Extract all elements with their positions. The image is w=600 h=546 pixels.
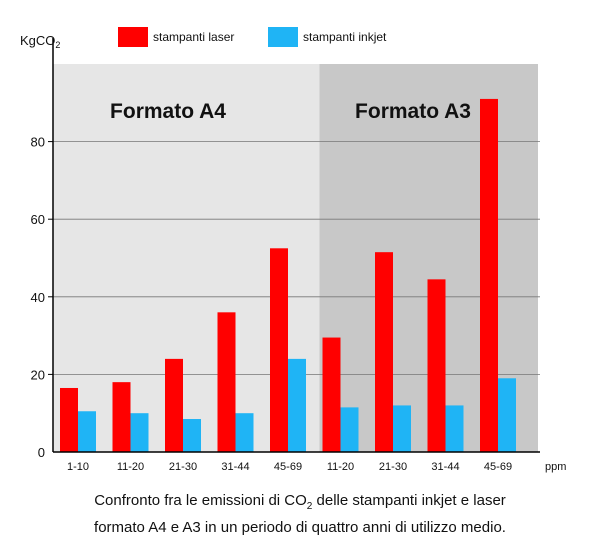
caption-line-1-end: delle stampanti inkjet e laser [312, 492, 506, 509]
x-tick-label-2: 11-20 [117, 461, 144, 473]
bar-inkjet-4 [235, 413, 254, 452]
bar-inkjet-2 [130, 413, 149, 452]
bars [60, 98, 516, 453]
bar-inkjet-3 [183, 419, 201, 452]
chart-caption: Confronto fra le emissioni di CO2 delle … [0, 490, 600, 538]
bar-laser-6 [322, 337, 341, 452]
y-axis-label: KgCO2 [20, 33, 60, 50]
y-tick-label-80: 80 [31, 135, 45, 150]
axes [52, 38, 540, 453]
bar-inkjet-8 [445, 405, 464, 452]
co2-emissions-chart: 0 20 40 60 80 1-10 11-20 21-30 31-44 45-69 11-20 21… [20, 27, 566, 473]
bar-laser-9 [480, 98, 498, 453]
x-axis-unit-label: ppm [545, 461, 566, 473]
legend-swatch-laser [118, 27, 148, 47]
caption-line-2: formato A4 e A3 in un periodo di quattro… [94, 519, 506, 536]
legend-swatch-inkjet [268, 27, 298, 47]
y-tick-label-0: 0 [38, 445, 45, 460]
group-title-a4: Formato A4 [110, 100, 226, 123]
bar-laser-8 [427, 279, 446, 452]
group-title-a3: Formato A3 [355, 100, 471, 123]
y-tick-label-40: 40 [31, 290, 45, 305]
x-tick-label-3: 21-30 [169, 461, 197, 473]
bar-laser-7 [375, 252, 393, 452]
caption-line-1: Confronto fra le emissioni di CO2 delle … [0, 490, 600, 517]
bar-inkjet-9 [498, 378, 516, 452]
caption-line-1-subscript: 2 [306, 501, 313, 512]
legend-label-laser: stampanti laser [153, 30, 234, 44]
x-tick-label-8: 31-44 [431, 461, 459, 473]
bar-inkjet-6 [340, 407, 359, 452]
bar-inkjet-7 [393, 405, 411, 452]
y-axis-label-text: KgCO [20, 33, 55, 48]
bar-laser-4 [217, 312, 236, 452]
bar-inkjet-5 [288, 358, 306, 452]
y-tick-label-20: 20 [31, 367, 45, 382]
bar-laser-3 [165, 358, 183, 452]
legend-label-inkjet: stampanti inkjet [303, 30, 387, 44]
x-tick-label-1: 1-10 [67, 461, 89, 473]
x-tick-label-4: 31-44 [221, 461, 249, 473]
bar-laser-2 [112, 382, 131, 452]
x-tick-label-9: 45-69 [484, 461, 512, 473]
y-axis-label-subscript: 2 [55, 40, 60, 50]
x-tick-label-5: 45-69 [274, 461, 302, 473]
bar-laser-5 [270, 248, 288, 452]
tick-labels: 0 20 40 60 80 1-10 11-20 21-30 31-44 45-69 11-20 21… [31, 135, 513, 473]
bar-laser-1 [60, 387, 78, 452]
x-tick-label-6: 11-20 [327, 461, 354, 473]
y-tick-label-60: 60 [31, 212, 45, 227]
x-tick-label-7: 21-30 [379, 461, 407, 473]
caption-line-1-start: Confronto fra le emissioni di CO [94, 492, 307, 509]
legend: stampanti laser stampanti inkjet [118, 27, 387, 47]
bar-inkjet-1 [78, 411, 96, 452]
